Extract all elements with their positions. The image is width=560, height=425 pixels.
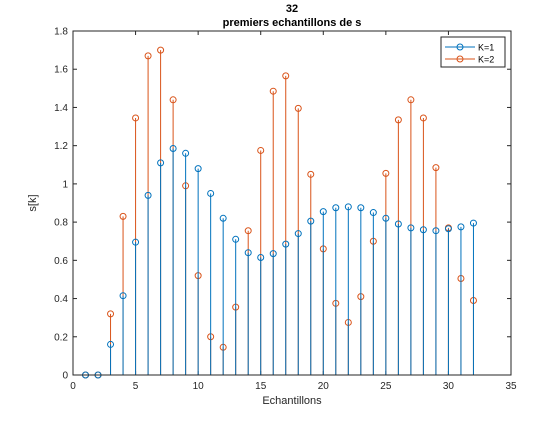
stem-marker (144, 191, 152, 199)
stem-marker (444, 225, 452, 233)
x-tick-label: 30 (443, 381, 455, 392)
chart-title: 32 (286, 3, 298, 15)
y-tick-label: 1.6 (54, 65, 68, 76)
stem-marker (269, 87, 277, 95)
x-axis-label: Echantillons (262, 395, 322, 407)
stem-marker (282, 240, 290, 248)
stem-marker (107, 310, 115, 318)
legend: K=1K=2 (440, 36, 506, 68)
stem-marker (207, 189, 215, 197)
stem-marker (132, 114, 140, 122)
stem-marker (257, 146, 265, 154)
stem-marker (419, 114, 427, 122)
stem-marker (119, 292, 127, 300)
stem-marker (432, 164, 440, 172)
stem-marker (419, 226, 427, 234)
stem-marker (357, 204, 365, 212)
x-tick-label: 35 (505, 381, 517, 392)
legend-label: K=1 (478, 43, 494, 53)
stem-marker (182, 149, 190, 157)
stem-marker (394, 220, 402, 228)
stem-marker (394, 116, 402, 124)
stem-marker (107, 340, 115, 348)
y-tick-label: 1.8 (54, 27, 68, 38)
y-tick-label: 0.2 (54, 332, 68, 343)
x-tick-label: 10 (193, 381, 205, 392)
stem-marker (332, 204, 340, 212)
stem-marker (282, 72, 290, 80)
legend-marker (456, 55, 464, 63)
tick-labels: 0 5 10 15 20 25 30 35 0 0.2 0.4 0.6 0.8 1 1.2 1.4 1.6 1.8 (54, 27, 517, 393)
stem-marker (407, 96, 415, 104)
stem-marker (157, 159, 165, 167)
stem-marker (307, 217, 315, 225)
stem-marker (244, 249, 252, 257)
y-tick-label: 1 (62, 179, 68, 190)
stem-marker (382, 214, 390, 222)
legend-box (440, 36, 506, 68)
y-tick-label: 0.8 (54, 218, 68, 229)
stem-marker (194, 165, 202, 173)
y-tick-label: 0.4 (54, 294, 68, 305)
x-tick-label: 5 (133, 381, 139, 392)
stem-marker (169, 96, 177, 104)
stem-marker (307, 170, 315, 178)
stem-marker (157, 46, 165, 54)
stem-marker (269, 250, 277, 258)
stem-marker (169, 145, 177, 153)
stem-marker (244, 227, 252, 235)
x-tick-label: 25 (380, 381, 392, 392)
stem-marker (144, 52, 152, 60)
stem-marker (294, 230, 302, 238)
legend-marker (456, 43, 464, 51)
stem-marker (407, 224, 415, 232)
stem-marker (469, 219, 477, 227)
y-tick-label: 1.4 (54, 103, 68, 114)
axes-box (72, 30, 512, 376)
series-k-1 (82, 145, 477, 379)
stem-marker (219, 214, 227, 222)
axis-ticks (72, 30, 512, 376)
y-tick-label: 1.2 (54, 141, 68, 152)
stem-marker (257, 253, 265, 261)
stem-marker (119, 212, 127, 220)
stem-series (82, 46, 477, 379)
stem-marker (457, 223, 465, 231)
y-axis-label: s[k] (27, 194, 39, 211)
stem-marker (132, 238, 140, 246)
y-tick-label: 0.6 (54, 256, 68, 267)
stem-marker (382, 169, 390, 177)
stem-marker (294, 104, 302, 112)
stem-marker (344, 203, 352, 211)
stem-marker (319, 208, 327, 216)
y-tick-label: 0 (62, 371, 68, 382)
series-k-2 (82, 46, 477, 379)
stem-marker (369, 209, 377, 217)
x-tick-label: 15 (255, 381, 267, 392)
x-tick-label: 20 (318, 381, 330, 392)
stem-marker (232, 235, 240, 243)
legend-label: K=2 (478, 55, 494, 65)
stem-marker (432, 227, 440, 235)
x-tick-label: 0 (70, 381, 76, 392)
chart-subtitle: premiers echantillons de s (223, 17, 362, 29)
